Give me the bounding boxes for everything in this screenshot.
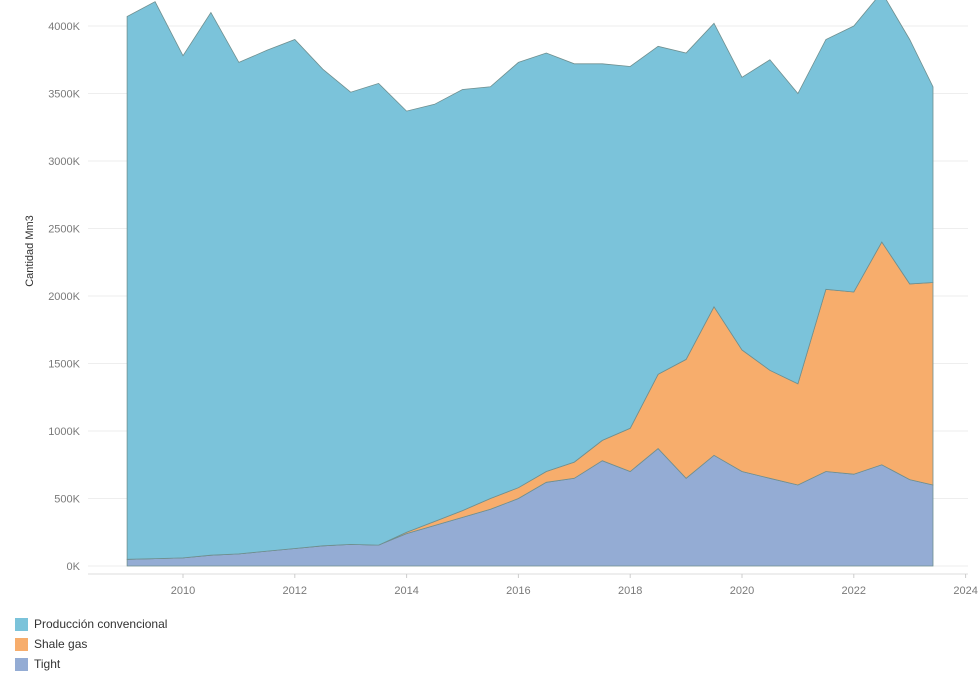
stacked-area-chart: 0K 500K 1000K 1500K 2000K 2500K 3000K 3500K 4000… — [24, 0, 978, 597]
x-tick-label: 2010 — [171, 585, 195, 597]
x-tick-label: 2018 — [618, 585, 642, 597]
y-axis: 0K 500K 1000K 1500K 2000K 2500K 3000K 3500K 4000… — [48, 21, 80, 573]
x-axis: 2010 2012 2014 2016 2018 2020 2022 2024 — [171, 574, 978, 597]
y-tick-label: 3000K — [48, 156, 80, 168]
x-tick-label: 2022 — [842, 585, 866, 597]
y-axis-label: Cantidad Mm3 — [24, 215, 36, 287]
legend-item-tight[interactable]: Tight — [15, 654, 167, 674]
y-tick-label: 0K — [67, 561, 81, 573]
legend: Producción convencional Shale gas Tight — [15, 614, 167, 674]
legend-item-convencional[interactable]: Producción convencional — [15, 614, 167, 634]
x-tick-label: 2016 — [506, 585, 530, 597]
y-tick-label: 500K — [54, 494, 80, 506]
x-tick-label: 2012 — [283, 585, 307, 597]
legend-label: Producción convencional — [34, 617, 168, 631]
x-tick-label: 2020 — [730, 585, 754, 597]
legend-swatch — [15, 617, 28, 631]
y-tick-label: 2500K — [48, 224, 80, 236]
area-producci-n-convencional[interactable] — [126, 0, 934, 560]
y-tick-label: 4000K — [48, 21, 80, 33]
legend-swatch — [15, 637, 28, 651]
legend-label: Shale gas — [34, 637, 88, 651]
series-areas — [126, 0, 934, 567]
legend-swatch — [15, 657, 28, 671]
x-tick-label: 2024 — [953, 585, 977, 597]
legend-item-shale[interactable]: Shale gas — [15, 634, 167, 654]
y-tick-label: 1000K — [48, 426, 80, 438]
legend-label: Tight — [34, 657, 61, 671]
y-tick-label: 1500K — [48, 359, 80, 371]
x-tick-label: 2014 — [394, 585, 418, 597]
y-tick-label: 3500K — [48, 89, 80, 101]
y-tick-label: 2000K — [48, 291, 80, 303]
